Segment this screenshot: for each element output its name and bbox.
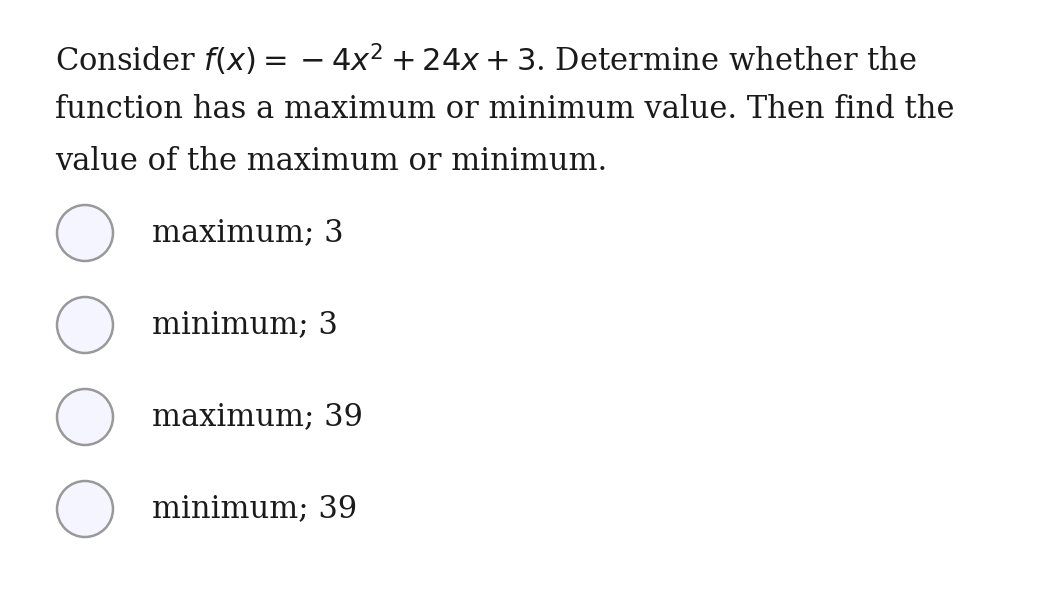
Ellipse shape — [57, 481, 113, 537]
Ellipse shape — [57, 389, 113, 445]
Text: maximum; 3: maximum; 3 — [152, 217, 343, 248]
Text: function has a maximum or minimum value. Then find the: function has a maximum or minimum value.… — [55, 94, 954, 125]
Text: maximum; 39: maximum; 39 — [152, 402, 363, 432]
Ellipse shape — [57, 205, 113, 261]
Text: minimum; 3: minimum; 3 — [152, 309, 338, 341]
Text: minimum; 39: minimum; 39 — [152, 493, 357, 524]
Text: Consider $f(x) = -4x^2 + 24x + 3$. Determine whether the: Consider $f(x) = -4x^2 + 24x + 3$. Deter… — [55, 42, 917, 78]
Ellipse shape — [57, 297, 113, 353]
Text: value of the maximum or minimum.: value of the maximum or minimum. — [55, 146, 607, 177]
